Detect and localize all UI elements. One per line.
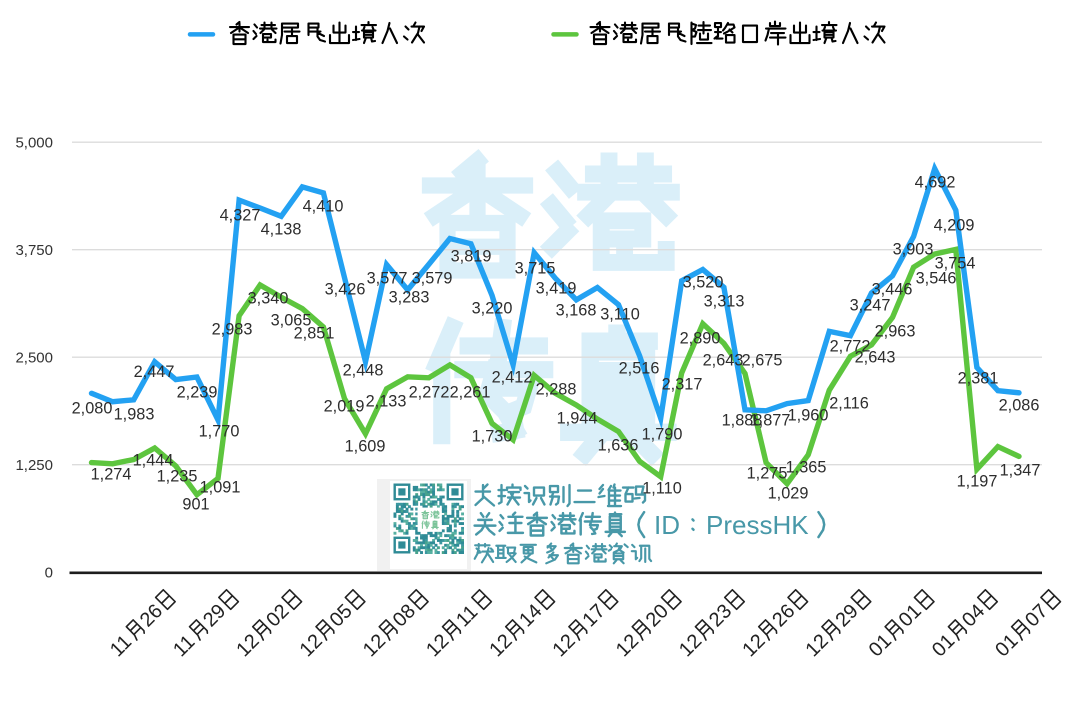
svg-text:5,000: 5,000 (15, 134, 53, 151)
svg-text:3,110: 3,110 (600, 306, 640, 324)
svg-text:1,274: 1,274 (91, 466, 132, 484)
svg-text:2,019: 2,019 (324, 398, 365, 416)
svg-text:2,448: 2,448 (343, 362, 384, 380)
svg-text:1,347: 1,347 (1000, 462, 1041, 480)
svg-text:1,609: 1,609 (345, 438, 386, 456)
svg-text:4,209: 4,209 (934, 217, 975, 235)
svg-text:PressHK: PressHK (706, 510, 809, 540)
svg-text:2,983: 2,983 (212, 321, 253, 339)
svg-text:2,675: 2,675 (742, 352, 783, 370)
svg-text:2,500: 2,500 (15, 349, 53, 366)
svg-text:3,247: 3,247 (850, 297, 891, 315)
svg-text:1,960: 1,960 (788, 407, 829, 425)
svg-text:3,715: 3,715 (515, 260, 556, 278)
svg-text:2,261: 2,261 (450, 384, 491, 402)
svg-text:2,412: 2,412 (492, 369, 533, 387)
svg-text:1,770: 1,770 (199, 423, 240, 441)
svg-text:3,903: 3,903 (893, 241, 934, 259)
svg-text:1,365: 1,365 (786, 459, 827, 477)
svg-text:2,288: 2,288 (536, 381, 577, 399)
svg-text:1,983: 1,983 (114, 406, 155, 424)
svg-text:2,772: 2,772 (830, 338, 871, 356)
svg-text:1,250: 1,250 (15, 457, 53, 474)
svg-text:2,643: 2,643 (855, 349, 896, 367)
svg-text:3,168: 3,168 (556, 302, 597, 320)
svg-text:0: 0 (45, 564, 53, 581)
svg-text:4,410: 4,410 (303, 198, 344, 216)
svg-text:1,444: 1,444 (133, 452, 174, 470)
svg-text:2,133: 2,133 (366, 393, 407, 411)
svg-text:2,086: 2,086 (999, 397, 1040, 415)
svg-text:901: 901 (182, 496, 209, 514)
svg-text:3,283: 3,283 (389, 289, 430, 307)
svg-text:2,643: 2,643 (703, 352, 744, 370)
svg-text:1,636: 1,636 (598, 437, 639, 455)
svg-text:2,890: 2,890 (680, 330, 721, 348)
svg-text:1,029: 1,029 (768, 485, 809, 503)
svg-text:2,116: 2,116 (829, 395, 869, 413)
svg-text:1,235: 1,235 (157, 468, 198, 486)
svg-text:1,275: 1,275 (747, 465, 788, 483)
svg-text:4,327: 4,327 (220, 207, 261, 225)
svg-text:3,520: 3,520 (683, 274, 724, 292)
svg-text:3,579: 3,579 (412, 270, 453, 288)
svg-text:1,944: 1,944 (557, 410, 598, 428)
svg-text:1,110: 1,110 (642, 480, 682, 498)
svg-text:2,080: 2,080 (72, 400, 113, 418)
svg-text:3,446: 3,446 (872, 281, 913, 299)
svg-text:2,239: 2,239 (177, 384, 218, 402)
svg-text:3,220: 3,220 (472, 300, 513, 318)
svg-text:1,888: 1,888 (722, 412, 763, 430)
svg-text:3,419: 3,419 (536, 280, 577, 298)
svg-text:3,754: 3,754 (935, 255, 976, 273)
svg-text:3,065: 3,065 (271, 312, 312, 330)
svg-text:4,138: 4,138 (261, 221, 302, 239)
svg-text:2,272: 2,272 (409, 384, 450, 402)
svg-text:3,750: 3,750 (15, 242, 53, 259)
svg-text:1,877: 1,877 (750, 412, 791, 430)
svg-text:2,447: 2,447 (134, 363, 175, 381)
svg-text:3,340: 3,340 (248, 290, 289, 308)
svg-text:2,317: 2,317 (662, 376, 703, 394)
svg-text:2,381: 2,381 (958, 370, 999, 388)
svg-text:2,851: 2,851 (294, 325, 335, 343)
svg-text:1,730: 1,730 (472, 428, 513, 446)
svg-text:2,963: 2,963 (875, 323, 916, 341)
svg-text:1,197: 1,197 (957, 473, 998, 491)
svg-text:ID: ID (654, 510, 680, 540)
svg-text:4,692: 4,692 (915, 174, 956, 192)
svg-text:3,313: 3,313 (704, 293, 745, 311)
svg-text:3,546: 3,546 (916, 270, 957, 288)
svg-text:1,790: 1,790 (642, 426, 683, 444)
svg-text:2,516: 2,516 (619, 360, 660, 378)
svg-text:1,091: 1,091 (200, 479, 241, 497)
svg-text:3,819: 3,819 (451, 248, 492, 266)
svg-text:3,426: 3,426 (325, 281, 366, 299)
svg-text:3,577: 3,577 (367, 270, 408, 288)
